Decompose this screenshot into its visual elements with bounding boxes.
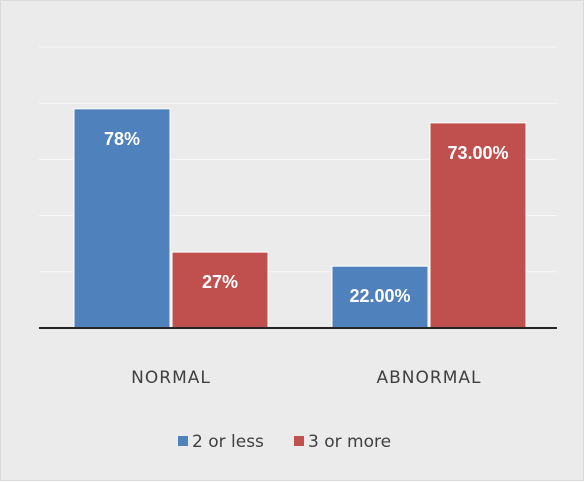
legend: 2 or less 3 or more	[178, 432, 391, 452]
legend-swatch-1	[178, 436, 188, 446]
category-label-abnormal: ABNORMAL	[377, 368, 482, 388]
category-labels: NORMAL ABNORMAL	[131, 368, 482, 388]
category-label-normal: NORMAL	[131, 368, 211, 388]
data-label: 73.00%	[447, 143, 508, 163]
bar-abnormal-series-2	[429, 122, 527, 329]
data-label: 27%	[202, 272, 238, 292]
data-label: 22.00%	[349, 286, 410, 306]
bar-labels: 78% 27% 22.00% 73.00%	[104, 129, 509, 306]
bar-abnormal-series-1	[331, 265, 429, 329]
legend-label-2: 3 or more	[308, 432, 391, 452]
data-label: 78%	[104, 129, 140, 149]
legend-swatch-2	[294, 436, 304, 446]
bar-normal-series-1	[73, 108, 171, 329]
legend-label-1: 2 or less	[192, 432, 264, 452]
bars	[73, 108, 527, 329]
